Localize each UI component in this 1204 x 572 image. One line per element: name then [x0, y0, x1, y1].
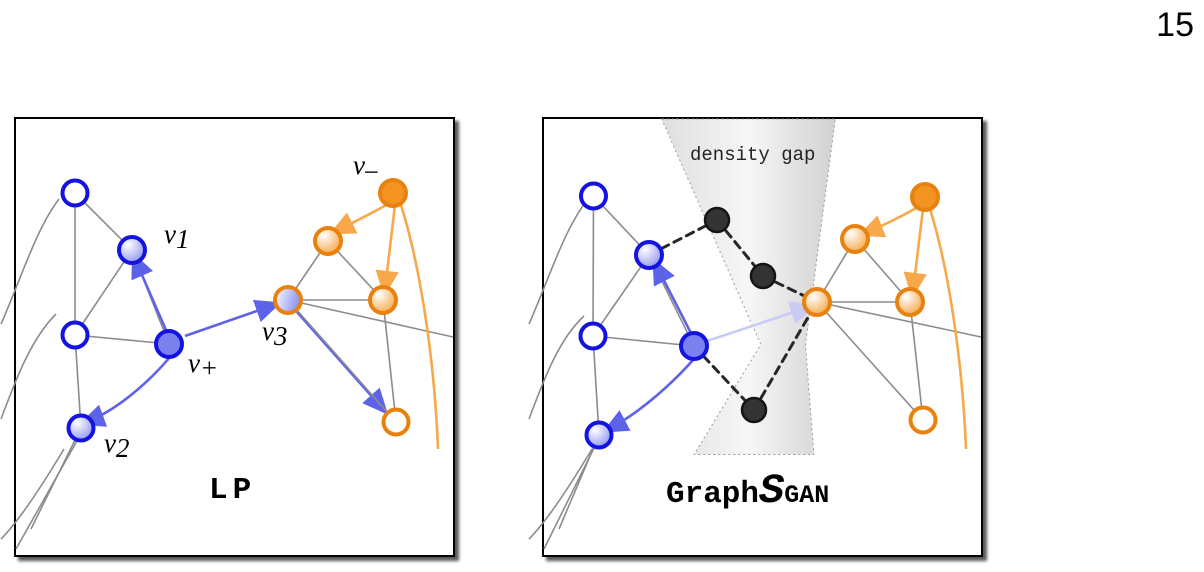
- svg-text:v2: v2: [104, 428, 129, 463]
- svg-text:v−: v−: [353, 150, 380, 187]
- svg-text:LP: LP: [209, 473, 256, 508]
- svg-text:v+: v+: [188, 348, 218, 383]
- svg-text:density gap: density gap: [690, 144, 815, 166]
- svg-text:v3: v3: [262, 316, 287, 351]
- svg-text:GraphSGAN: GraphSGAN: [666, 467, 829, 515]
- svg-text:v1: v1: [164, 219, 189, 254]
